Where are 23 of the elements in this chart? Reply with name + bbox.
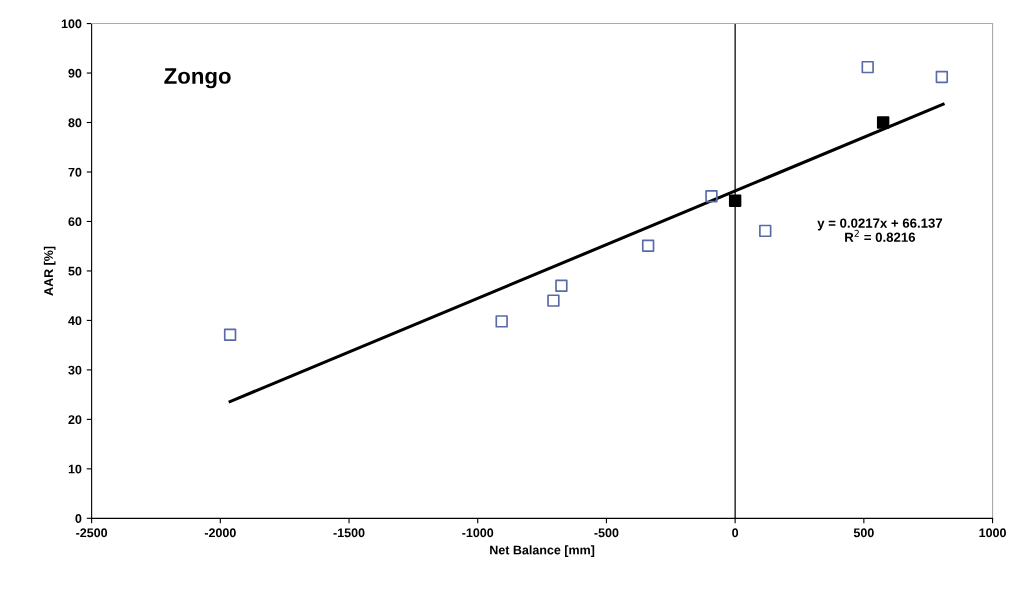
x-axis-title: Net Balance [mm] xyxy=(490,545,595,557)
y-tick-label: 20 xyxy=(68,415,82,425)
y-tick-label: 50 xyxy=(68,266,82,276)
y-tick-label: 70 xyxy=(68,167,82,177)
y-tick-label: 40 xyxy=(68,316,82,326)
y-tick-label: 10 xyxy=(68,464,82,474)
x-tick-label: 1000 xyxy=(979,528,1006,538)
y-tick-label: 90 xyxy=(68,68,82,78)
y-tick-label: 0 xyxy=(75,514,82,523)
x-tick-label: -2500 xyxy=(76,528,108,538)
x-tick-label: 500 xyxy=(853,528,874,538)
y-tick-label: 30 xyxy=(68,365,82,375)
x-tick-label: -1000 xyxy=(462,528,494,538)
y-tick-label: 60 xyxy=(68,217,82,227)
annotation: y = 0.0217x + 66.137 R$^{2}$ = 0.8216 xyxy=(817,218,943,242)
x-tick-label: -1500 xyxy=(333,528,365,538)
y-tick-label: 80 xyxy=(68,118,82,128)
y-axis-title: AAR [%] xyxy=(43,246,56,296)
x-tick-label: -500 xyxy=(594,528,619,538)
x-tick-label: 0 xyxy=(732,528,739,538)
y-tick-label: 100 xyxy=(61,19,82,29)
annotation: Zongo xyxy=(164,68,231,89)
x-tick-label: -2000 xyxy=(204,528,236,538)
